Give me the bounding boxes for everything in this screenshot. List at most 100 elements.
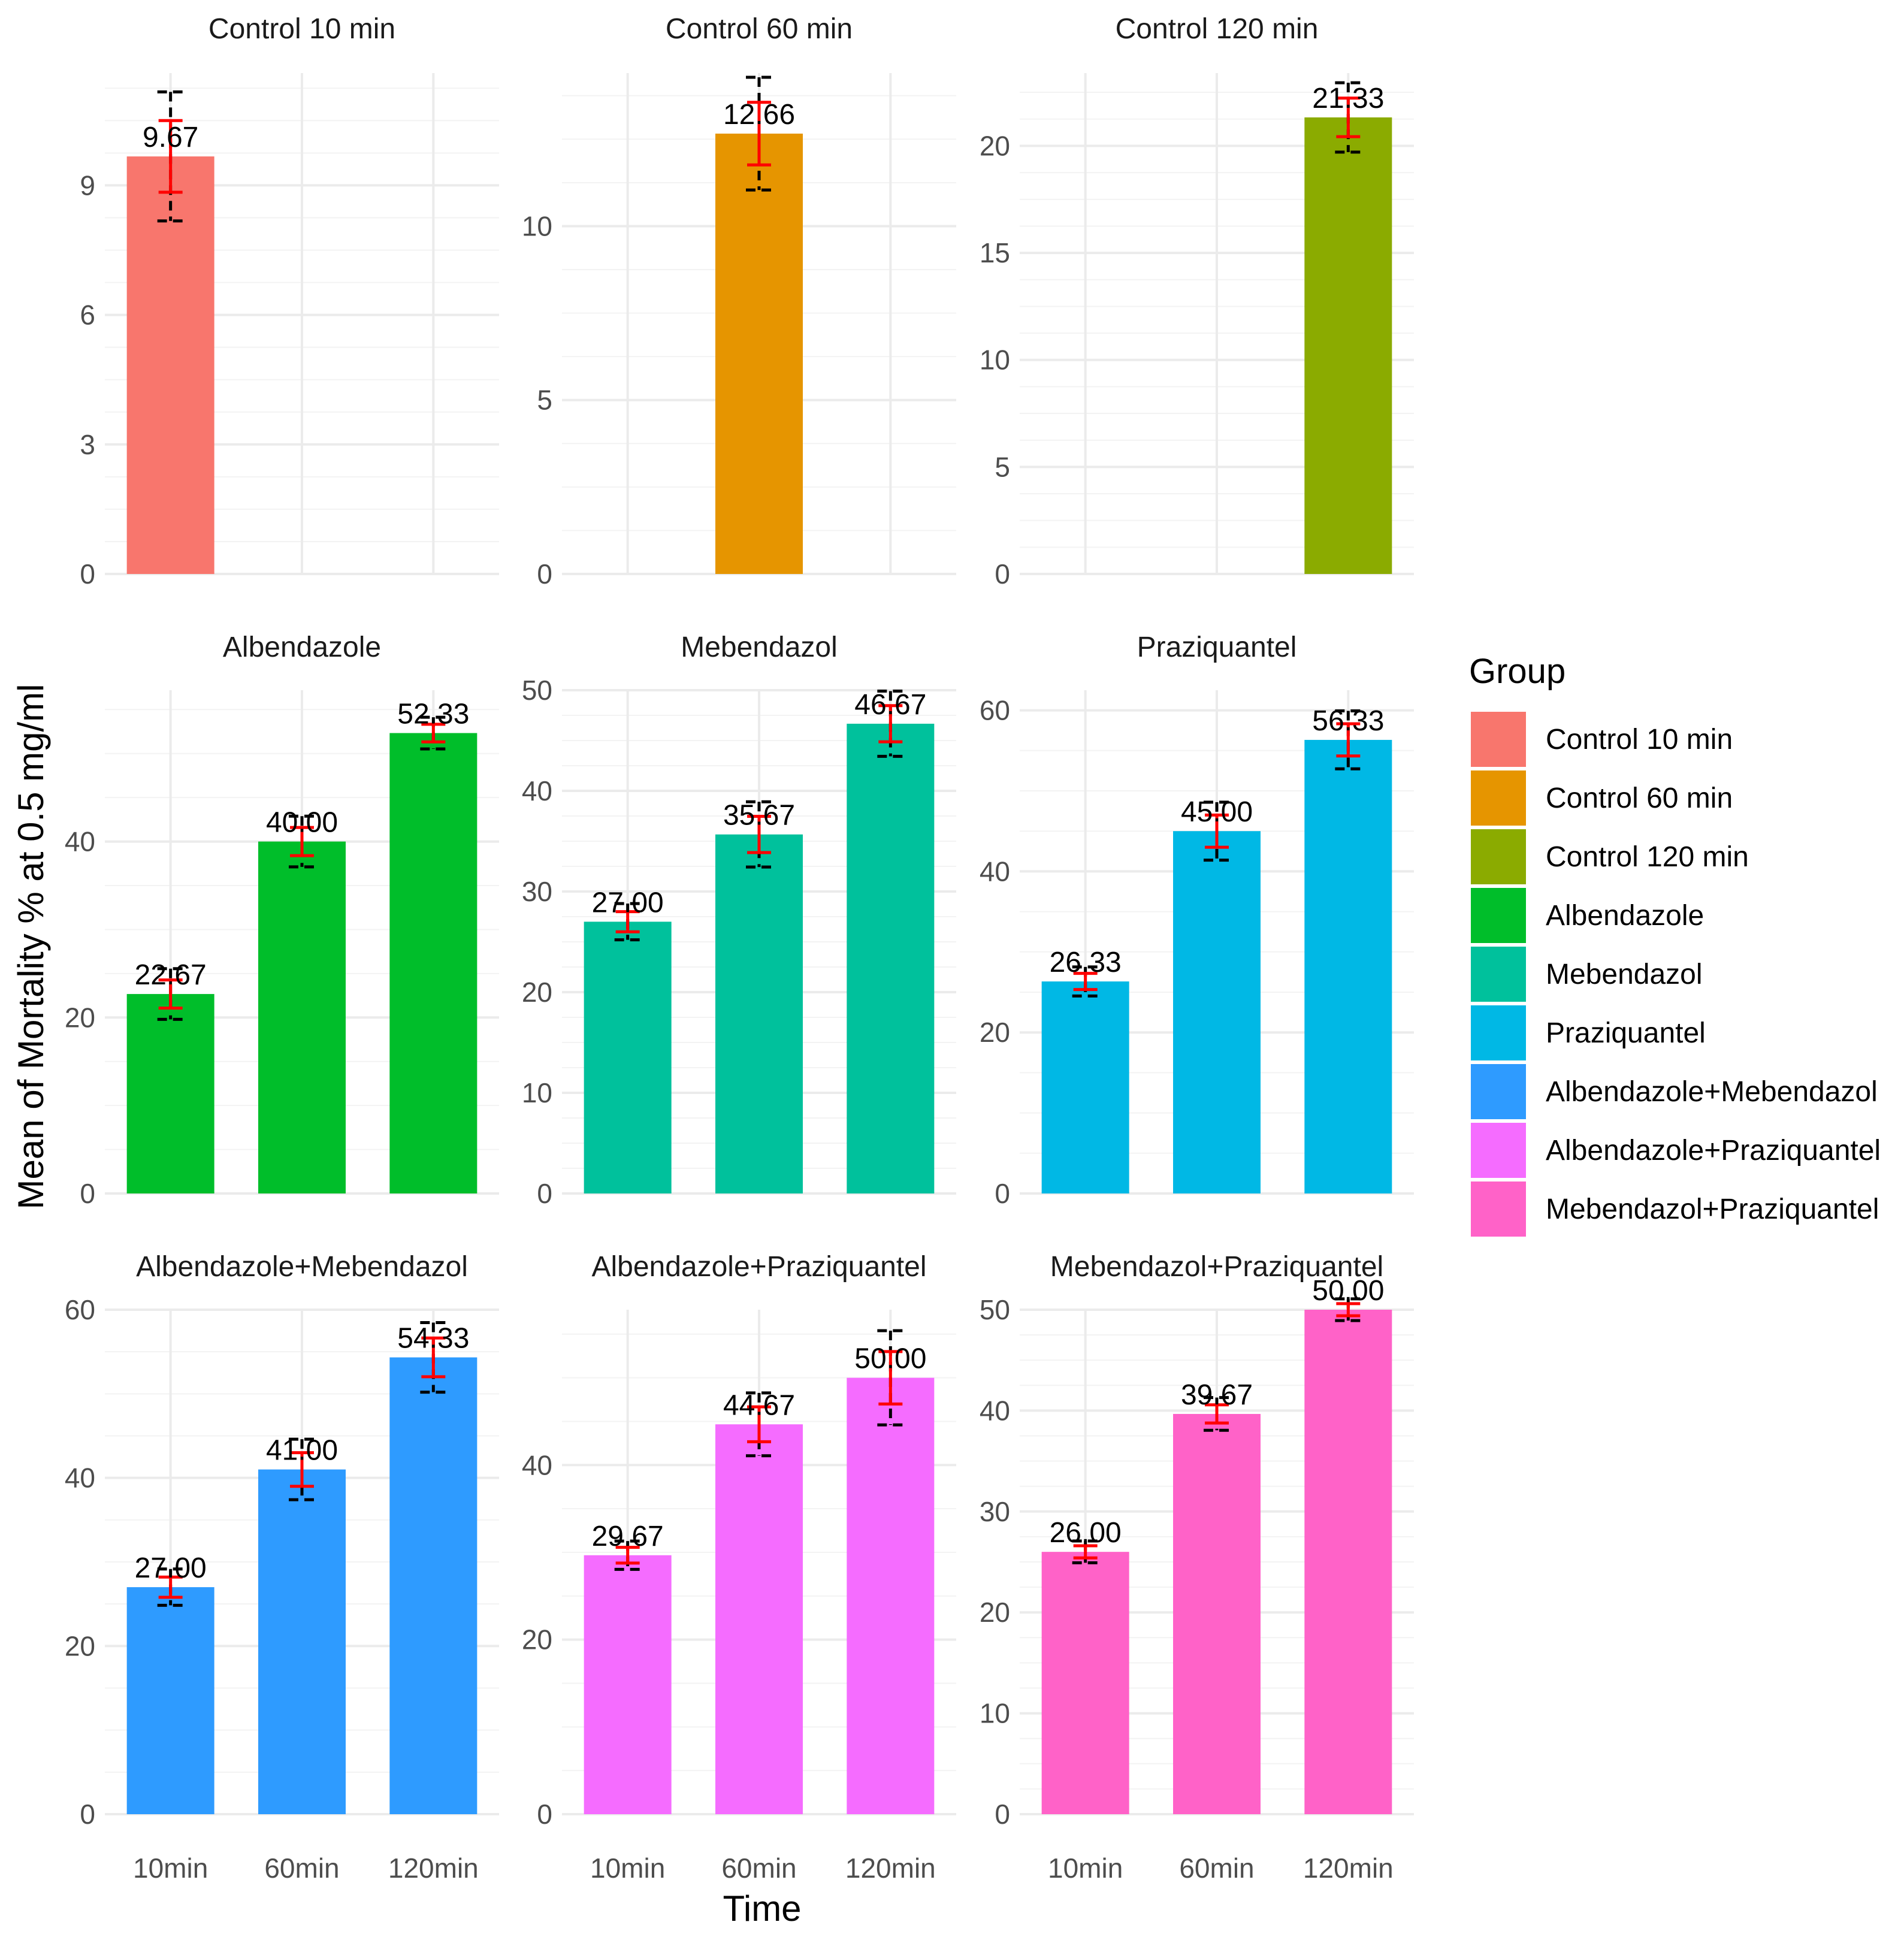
x-tick-label: 60min (264, 1853, 339, 1884)
bar (1041, 981, 1129, 1193)
error-bar (158, 978, 183, 1010)
legend-label: Control 10 min (1546, 724, 1733, 756)
data-label: 45.00 (1181, 796, 1253, 828)
panel-title: Albendazole+Mebendazol (136, 1251, 468, 1283)
legend-label: Praziquantel (1546, 1017, 1706, 1049)
error-bar (1336, 96, 1361, 138)
error-bar (1336, 1302, 1361, 1317)
bar (1304, 117, 1392, 574)
bar (1304, 739, 1392, 1193)
panel-6: 0 20 40 60 Albendazole+Mebendazol 27.00 41.00 5… (65, 1251, 499, 1884)
error-bar-dashed (746, 75, 772, 192)
x-axis-title: Time (723, 1888, 801, 1929)
error-bar-dashed (614, 1539, 641, 1571)
y-tick-label: 5 (995, 451, 1010, 482)
data-label: 21.33 (1312, 83, 1384, 114)
error-bar-dashed (289, 814, 315, 869)
bar (258, 1469, 346, 1814)
y-tick-label: 0 (80, 558, 95, 590)
x-tick-label: 120min (845, 1853, 936, 1884)
y-tick-label: 20 (522, 1624, 552, 1655)
bar (258, 841, 346, 1193)
bar (715, 1424, 803, 1814)
data-label: 54.33 (397, 1323, 469, 1355)
data-label: 50.00 (1312, 1275, 1384, 1307)
legend-title: Group (1469, 652, 1565, 691)
legend-swatch (1471, 1181, 1526, 1237)
error-bar (1073, 972, 1098, 992)
legend-swatch (1471, 1064, 1526, 1119)
panels: 0 3 6 9 Control 10 min 9.67 0 5 10 Control 60 min… (65, 13, 1414, 1884)
error-bar-dashed (1204, 800, 1230, 862)
y-tick-label: 10 (980, 345, 1010, 376)
legend-label: Mebendazol (1546, 959, 1703, 990)
panel-title: Praziquantel (1137, 631, 1297, 663)
data-label: 50.00 (854, 1343, 926, 1375)
y-tick-label: 20 (522, 977, 552, 1008)
legend-label: Control 60 min (1546, 782, 1733, 814)
y-tick-label: 20 (65, 1630, 95, 1661)
bar (126, 994, 214, 1193)
y-tick-label: 10 (522, 1077, 552, 1108)
bar (389, 733, 477, 1193)
error-bar-dashed (289, 1437, 315, 1501)
y-tick-label: 40 (65, 1462, 95, 1494)
y-tick-label: 20 (980, 1597, 1010, 1628)
error-bar (878, 704, 903, 744)
bar (126, 1587, 214, 1814)
y-tick-label: 0 (80, 1799, 95, 1830)
legend-swatch (1471, 1123, 1526, 1178)
data-label: 39.67 (1181, 1379, 1253, 1411)
legend-swatch (1471, 770, 1526, 826)
data-label: 56.33 (1312, 705, 1384, 737)
bar (1173, 831, 1261, 1193)
bar (1173, 1413, 1261, 1814)
y-tick-label: 30 (522, 876, 552, 907)
data-label: 22.67 (135, 959, 207, 991)
y-tick-label: 0 (995, 1799, 1010, 1830)
data-label: 27.00 (592, 887, 664, 918)
panel-8: 0 10 20 30 40 50 Mebendazol+Praziquantel 26.00 3… (980, 1251, 1414, 1884)
data-label: 40.00 (266, 807, 338, 839)
error-bar (615, 910, 640, 933)
y-tick-label: 15 (980, 237, 1010, 268)
x-tick-label: 60min (1179, 1853, 1254, 1884)
panel-2: 0 5 10 15 20 Control 120 min 21.33 (980, 13, 1414, 590)
error-bar (878, 1350, 903, 1406)
bar (1041, 1552, 1129, 1814)
y-tick-label: 6 (80, 300, 95, 331)
bar (847, 1377, 935, 1814)
y-tick-label: 40 (980, 1395, 1010, 1426)
legend-label: Control 120 min (1546, 841, 1749, 873)
error-bar (1336, 722, 1361, 758)
error-bar-dashed (1335, 709, 1362, 770)
error-bar (747, 815, 771, 854)
panel-title: Mebendazol (681, 631, 838, 663)
legend-label: Albendazole+Mebendazol (1546, 1076, 1878, 1108)
y-tick-label: 40 (522, 1449, 552, 1480)
legend: Group Control 10 min Control 60 min Contro… (1469, 652, 1881, 1237)
error-bar (158, 1575, 183, 1599)
y-tick-label: 40 (65, 826, 95, 857)
y-tick-label: 0 (995, 1178, 1010, 1209)
error-bar (290, 826, 314, 857)
data-label: 41.00 (266, 1435, 338, 1467)
error-bar (1205, 813, 1229, 849)
y-tick-label: 10 (980, 1698, 1010, 1729)
error-bar (747, 1405, 771, 1443)
panel-title: Albendazole (223, 631, 381, 663)
bar (847, 723, 935, 1193)
error-bar (158, 119, 183, 194)
y-tick-label: 10 (522, 210, 552, 241)
legend-swatch (1471, 888, 1526, 943)
error-bar (615, 1546, 640, 1565)
error-bar (421, 1336, 446, 1379)
x-tick-label: 10min (133, 1853, 208, 1884)
y-tick-label: 20 (65, 1002, 95, 1033)
error-bar (1073, 1544, 1098, 1560)
error-bar-dashed (157, 967, 184, 1021)
y-tick-label: 40 (522, 775, 552, 806)
error-bar (747, 101, 771, 167)
y-tick-label: 30 (980, 1496, 1010, 1527)
